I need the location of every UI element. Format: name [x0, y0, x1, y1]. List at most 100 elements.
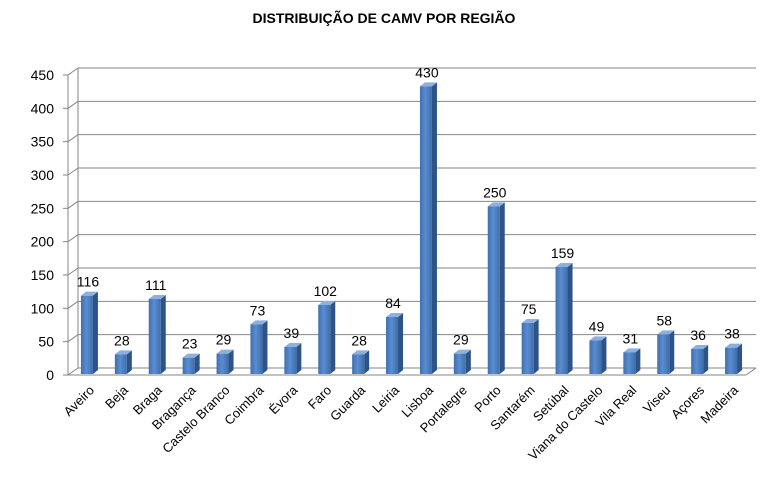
bar — [657, 334, 670, 374]
bar-top — [487, 202, 505, 207]
data-label: 49 — [589, 318, 605, 334]
bar — [487, 206, 500, 374]
bar-side — [92, 291, 98, 374]
data-label: 84 — [385, 295, 401, 311]
bar-top — [284, 343, 302, 347]
data-label: 31 — [623, 330, 639, 346]
bar-top — [318, 301, 336, 305]
bar-top — [216, 349, 234, 354]
bar-top — [589, 336, 607, 341]
y-tick-label: 300 — [31, 167, 55, 183]
data-label: 38 — [724, 326, 740, 342]
gridline-side — [67, 234, 79, 243]
bar — [284, 347, 297, 374]
bar — [453, 353, 466, 374]
y-tick-label: 250 — [31, 200, 55, 216]
gridline-side — [67, 200, 79, 209]
bar — [182, 357, 195, 374]
y-tick-label: 400 — [31, 100, 55, 116]
bar-side — [262, 320, 268, 374]
bar-side — [465, 349, 471, 374]
data-label: 39 — [284, 325, 300, 341]
data-label: 250 — [483, 184, 507, 200]
x-tick-label: Faro — [305, 383, 335, 413]
bar-side — [194, 353, 200, 374]
y-tick-label: 350 — [31, 134, 55, 150]
bar-side — [635, 348, 641, 374]
gridline-side — [67, 367, 79, 376]
bar-side — [126, 350, 132, 374]
bar-side — [499, 202, 505, 374]
x-tick-label: Aveiro — [61, 383, 98, 420]
data-label: 29 — [453, 332, 469, 348]
bar — [318, 305, 331, 374]
chart-title: DISTRIBUIÇÃO DE CAMV POR REGIÃO — [253, 9, 516, 26]
y-tick-label: 50 — [38, 334, 54, 350]
bar-top — [521, 319, 539, 323]
bar-side — [669, 330, 675, 374]
bar-side — [567, 263, 573, 374]
gridline-side — [67, 334, 79, 343]
bar-top — [148, 295, 166, 299]
bar-top — [555, 263, 573, 267]
bar — [148, 299, 161, 374]
bar-side — [398, 313, 404, 374]
gridline-side — [67, 67, 79, 76]
data-label: 29 — [216, 332, 232, 348]
y-tick-label: 450 — [31, 67, 55, 83]
bar — [419, 86, 432, 374]
data-label: 75 — [521, 301, 537, 317]
data-label: 23 — [182, 336, 198, 352]
data-label: 102 — [314, 283, 338, 299]
bar — [623, 352, 636, 374]
bar-top — [623, 348, 641, 353]
gridline-side — [67, 267, 79, 276]
data-label: 159 — [551, 245, 575, 261]
bar-side — [296, 343, 302, 374]
bar — [216, 353, 229, 374]
y-tick-label: 150 — [31, 267, 55, 283]
bar-top — [386, 313, 404, 317]
bar-side — [533, 319, 539, 374]
bar-side — [228, 349, 234, 374]
bar — [691, 349, 704, 374]
data-label: 430 — [415, 64, 439, 80]
bar — [555, 267, 568, 374]
x-tick-label: Guarda — [327, 382, 369, 424]
bar-top — [114, 350, 132, 355]
bar — [589, 340, 602, 374]
bar-side — [364, 350, 370, 374]
bar-side — [601, 336, 607, 374]
bar-top — [453, 349, 471, 354]
x-tick-label: Leiria — [369, 382, 403, 416]
bar-top — [80, 291, 98, 296]
data-label: 28 — [114, 332, 130, 348]
bar-side — [431, 82, 437, 374]
data-label: 73 — [250, 302, 266, 318]
y-tick-label: 0 — [46, 367, 54, 383]
gridline-side — [67, 100, 79, 109]
gridline-side — [67, 300, 79, 309]
data-label: 111 — [145, 277, 166, 293]
plot-area: 0 50 100 150 200 250 300 350 400 450 116 Aveiro 28 Be… — [31, 64, 757, 463]
bar-top — [250, 320, 268, 325]
x-tick-label: Madeira — [697, 382, 741, 426]
y-tick-label: 100 — [31, 300, 55, 316]
bar-top — [725, 343, 743, 348]
bar-top — [691, 345, 709, 349]
y-tick-label: 200 — [31, 234, 55, 250]
bar-top — [657, 330, 675, 335]
data-label: 58 — [656, 312, 672, 328]
bar — [521, 323, 534, 374]
x-tick-label: Évora — [266, 382, 301, 417]
bar — [352, 354, 365, 374]
bar — [80, 295, 93, 374]
bar-top — [182, 353, 200, 358]
x-tick-label: Beja — [102, 382, 132, 412]
gridline-side — [67, 134, 79, 143]
bar-top — [419, 82, 437, 87]
bar — [250, 324, 263, 374]
bar-side — [737, 343, 743, 374]
bar-side — [703, 345, 709, 374]
